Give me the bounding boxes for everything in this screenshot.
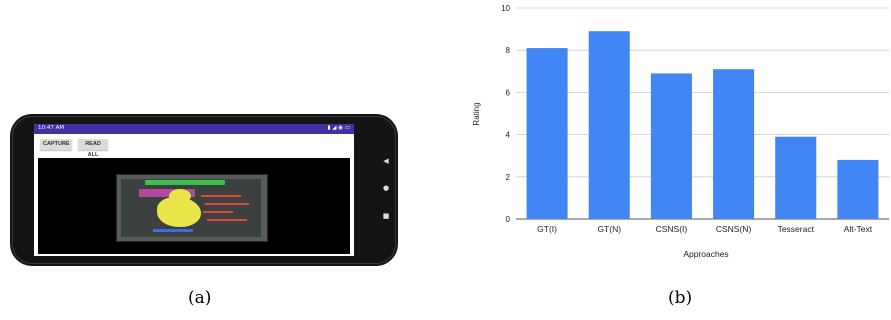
- tick-labels: 0 2 4 6 8 10 GT(I) GT(N) CSNS(I) CSNS(N) Tesseract…: [501, 4, 873, 234]
- bars: [526, 31, 879, 220]
- x-tick-label: GT(N): [597, 224, 621, 234]
- bar: [588, 31, 630, 220]
- bar: [775, 136, 817, 219]
- y-tick-label: 10: [501, 4, 510, 13]
- y-tick-label: 4: [506, 131, 511, 140]
- x-tick-label: Alt-Text: [844, 224, 873, 234]
- bar: [713, 69, 755, 219]
- bar: [837, 159, 879, 219]
- status-time: 10:47 AM: [38, 125, 65, 131]
- phone-screen: 10:47 AM ▮ ◢ ◉ ▭ CAPTURE READ ALL: [34, 124, 354, 256]
- y-tick-label: 8: [506, 46, 511, 55]
- x-axis-label: Approaches: [683, 249, 728, 259]
- capture-button[interactable]: CAPTURE: [40, 139, 72, 150]
- x-tick-label: GT(I): [537, 224, 557, 234]
- y-tick-label: 0: [506, 215, 511, 224]
- home-icon[interactable]: ●: [382, 184, 390, 192]
- bar: [526, 48, 568, 220]
- rating-bar-chart: 0 2 4 6 8 10 GT(I) GT(N) CSNS(I) CSNS(N) Tesseract…: [472, 4, 889, 259]
- bar: [650, 73, 692, 219]
- status-bar: 10:47 AM ▮ ◢ ◉ ▭: [34, 124, 354, 134]
- y-tick-label: 2: [506, 173, 511, 182]
- x-tick-label: CSNS(I): [656, 224, 688, 234]
- status-icons: ▮ ◢ ◉ ▭: [327, 125, 351, 131]
- recent-apps-icon[interactable]: ■: [382, 212, 390, 220]
- phone-nav-buttons: ◀ ● ■: [374, 114, 398, 266]
- phone-screenshot: 10:47 AM ▮ ◢ ◉ ▭ CAPTURE READ ALL ◀ ● ■: [10, 114, 398, 266]
- grid-lines: [516, 7, 889, 220]
- x-tick-label: Tesseract: [778, 224, 815, 234]
- caption-b: (b): [668, 288, 693, 308]
- camera-preview: [38, 158, 350, 254]
- captured-slide-image: [116, 174, 268, 242]
- y-axis-label: Rating: [472, 102, 481, 125]
- y-tick-label: 6: [506, 88, 511, 97]
- caption-a: (a): [188, 288, 212, 308]
- back-icon[interactable]: ◀: [383, 157, 389, 165]
- x-tick-label: CSNS(N): [716, 224, 752, 234]
- read-all-button[interactable]: READ ALL: [78, 139, 108, 158]
